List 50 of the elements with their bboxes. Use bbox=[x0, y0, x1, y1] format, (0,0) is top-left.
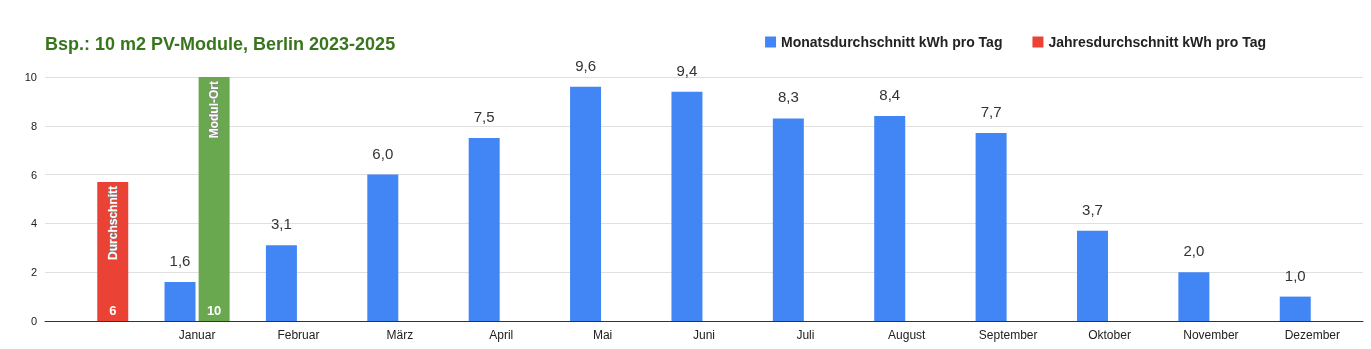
y-tick-label: 10 bbox=[24, 71, 37, 83]
data-label: 9,4 bbox=[676, 61, 698, 79]
x-tick-label: Oktober bbox=[1088, 328, 1131, 342]
bar bbox=[772, 118, 804, 321]
bar bbox=[570, 86, 602, 321]
y-tick-label: 2 bbox=[30, 266, 37, 279]
y-tick-label: 0 bbox=[30, 315, 37, 327]
x-tick-label: September bbox=[978, 328, 1038, 342]
data-label: 1,6 bbox=[169, 251, 191, 269]
annotation: Modul-Ort bbox=[207, 81, 222, 139]
x-tick-label: Dezember bbox=[1284, 328, 1340, 342]
annotation: Durchschnitt bbox=[105, 185, 120, 260]
data-label: 7,7 bbox=[980, 103, 1002, 121]
data-label: 1,0 bbox=[1284, 266, 1306, 284]
x-tick-label: März bbox=[386, 328, 414, 342]
chart-title: Bsp.: 10 m2 PV-Module, Berlin 2023-2025 bbox=[45, 34, 396, 54]
bar bbox=[671, 91, 703, 321]
bar bbox=[1279, 296, 1311, 321]
x-tick-label: Juni bbox=[692, 328, 716, 342]
x-tick-label: November bbox=[1183, 328, 1239, 342]
data-label: 2,0 bbox=[1183, 242, 1205, 260]
bar bbox=[164, 281, 196, 321]
bar bbox=[468, 138, 500, 321]
x-tick-label: Juli bbox=[796, 328, 815, 342]
data-label: 10 bbox=[206, 303, 222, 318]
bar bbox=[874, 116, 906, 321]
bar bbox=[975, 133, 1007, 321]
x-tick-label: Februar bbox=[277, 328, 320, 342]
bar bbox=[265, 245, 297, 321]
data-label: 3,1 bbox=[270, 215, 292, 233]
y-tick-label: 8 bbox=[30, 119, 37, 132]
x-tick-label: August bbox=[888, 328, 927, 342]
x-tick-label: Mai bbox=[592, 328, 613, 342]
data-label: 8,3 bbox=[777, 88, 799, 106]
legend-label: Jahresdurchschnitt kWh pro Tag bbox=[1048, 34, 1266, 50]
bar bbox=[1076, 230, 1108, 321]
legend-label: Monatsdurchschnitt kWh pro Tag bbox=[781, 34, 1003, 50]
data-label: 7,5 bbox=[473, 108, 495, 125]
bar bbox=[198, 77, 230, 321]
bar bbox=[367, 174, 399, 321]
data-label: 8,4 bbox=[879, 86, 901, 104]
data-label: 6,0 bbox=[372, 144, 394, 162]
y-tick-label: 6 bbox=[30, 168, 37, 181]
x-tick-label: April bbox=[489, 328, 514, 342]
data-label: 3,7 bbox=[1082, 200, 1103, 218]
bar bbox=[1178, 272, 1210, 321]
y-tick-label: 4 bbox=[30, 217, 37, 230]
data-label: 9,6 bbox=[575, 56, 596, 74]
x-tick-label: Januar bbox=[178, 328, 216, 342]
data-label: 6 bbox=[109, 303, 117, 318]
